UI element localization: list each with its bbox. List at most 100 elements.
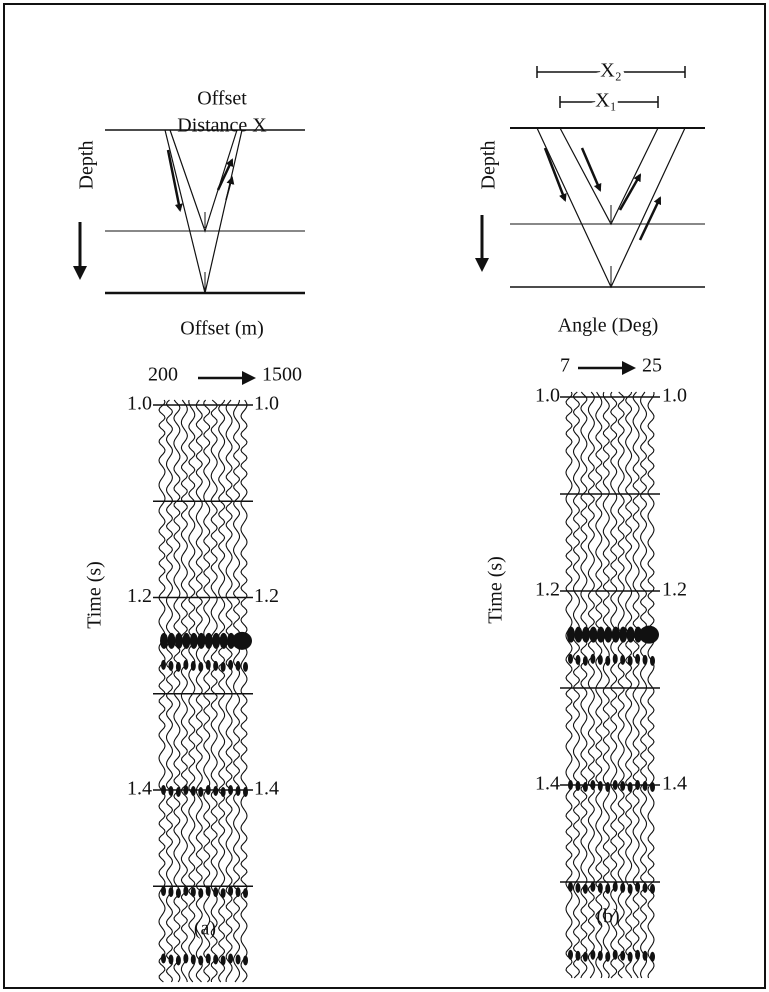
trace-peak bbox=[198, 787, 204, 797]
event-peak bbox=[160, 632, 168, 649]
trace-peak bbox=[650, 782, 655, 792]
axis-label: Offset (m) bbox=[180, 318, 264, 340]
trace-peak bbox=[168, 660, 174, 671]
trace-peak bbox=[597, 781, 603, 791]
depth-label: Depth bbox=[76, 141, 98, 190]
trace-peak bbox=[575, 654, 581, 665]
trace-peak bbox=[582, 883, 588, 894]
trace bbox=[572, 391, 581, 979]
range-end: 1500 bbox=[262, 364, 302, 386]
time-tick-label: 1.2 bbox=[662, 579, 687, 601]
trace bbox=[195, 399, 203, 983]
caption: (b) bbox=[596, 906, 619, 928]
time-label: Time (s) bbox=[485, 556, 507, 624]
event-peak bbox=[219, 632, 228, 649]
trace-peak bbox=[190, 887, 196, 898]
trace-peak bbox=[235, 660, 241, 671]
event-peak bbox=[197, 632, 206, 649]
trace bbox=[639, 391, 648, 979]
event-peak bbox=[167, 632, 176, 649]
trace-peak bbox=[168, 954, 174, 965]
trace-peak bbox=[620, 950, 626, 961]
frame bbox=[3, 3, 766, 989]
trace-peak bbox=[161, 953, 166, 964]
time-tick-label: 1.0 bbox=[127, 393, 152, 415]
time-tick-label: 1.2 bbox=[127, 585, 152, 607]
trace-peak bbox=[597, 882, 603, 893]
trace bbox=[580, 391, 588, 979]
trace-peak bbox=[620, 781, 626, 791]
event-blob bbox=[639, 625, 659, 644]
trace-peak bbox=[568, 881, 573, 892]
trace bbox=[188, 399, 196, 983]
trace-peak bbox=[235, 954, 241, 965]
trace-peak bbox=[220, 787, 226, 797]
trace-peak bbox=[190, 954, 196, 965]
trace-peak bbox=[597, 654, 603, 665]
event-peak bbox=[589, 626, 598, 643]
trace-peak bbox=[635, 881, 641, 892]
trace bbox=[565, 391, 573, 979]
trace-peak bbox=[620, 654, 626, 665]
range-start: 7 bbox=[560, 355, 570, 377]
trace bbox=[617, 391, 625, 979]
header-line: Offset bbox=[197, 88, 247, 110]
trace-peak bbox=[605, 951, 611, 962]
trace bbox=[217, 399, 226, 983]
trace-peak bbox=[243, 888, 248, 899]
trace-peak bbox=[213, 786, 219, 796]
trace-peak bbox=[175, 787, 181, 797]
trace-peak bbox=[627, 655, 633, 666]
trace-peak bbox=[635, 653, 641, 664]
trace-peak bbox=[605, 655, 611, 666]
trace bbox=[632, 391, 640, 979]
trace-peak bbox=[205, 659, 211, 670]
trace-peak bbox=[228, 953, 234, 964]
trace-peak bbox=[590, 653, 596, 664]
time-tick-label: 1.4 bbox=[535, 773, 560, 795]
trace-peak bbox=[183, 659, 189, 670]
trace-peak bbox=[642, 950, 648, 961]
trace bbox=[624, 391, 633, 979]
event-peak bbox=[174, 632, 183, 649]
event-peak bbox=[611, 626, 620, 643]
trace-peak bbox=[627, 883, 633, 894]
trace-peak bbox=[213, 660, 219, 671]
trace-peak bbox=[198, 661, 204, 672]
trace-peak bbox=[205, 886, 211, 897]
trace-peak bbox=[243, 661, 248, 672]
trace-peak bbox=[220, 888, 226, 899]
event-peak bbox=[204, 632, 213, 649]
range-end: 25 bbox=[642, 355, 662, 377]
trace-peak bbox=[605, 782, 611, 792]
trace bbox=[647, 391, 655, 979]
trace-peak bbox=[213, 887, 219, 898]
trace-peak bbox=[228, 886, 234, 897]
trace-peak bbox=[183, 886, 189, 897]
time-tick-label: 1.2 bbox=[254, 585, 279, 607]
raypath-diagram-a bbox=[73, 129, 305, 295]
trace-peak bbox=[161, 886, 166, 897]
trace bbox=[203, 399, 211, 983]
trace-peak bbox=[243, 955, 248, 966]
event-peak bbox=[604, 626, 613, 643]
trace-peak bbox=[650, 655, 655, 666]
trace-peak bbox=[582, 782, 588, 792]
trace bbox=[240, 399, 248, 983]
event-peak bbox=[567, 626, 575, 643]
event-blob bbox=[232, 631, 252, 650]
trace-peak bbox=[220, 955, 226, 966]
depth-label: Depth bbox=[478, 141, 500, 190]
trace-peak bbox=[590, 949, 596, 960]
trace-peak bbox=[198, 888, 204, 899]
trace-peak bbox=[228, 659, 234, 670]
trace-peak bbox=[168, 786, 174, 796]
event-peak bbox=[596, 626, 605, 643]
time-tick-label: 1.0 bbox=[662, 385, 687, 407]
trace-peak bbox=[198, 955, 204, 966]
trace-peak bbox=[642, 781, 648, 791]
trace-peak bbox=[575, 882, 581, 893]
trace-peak bbox=[243, 787, 248, 797]
trace bbox=[610, 391, 618, 979]
trace-peak bbox=[175, 955, 181, 966]
